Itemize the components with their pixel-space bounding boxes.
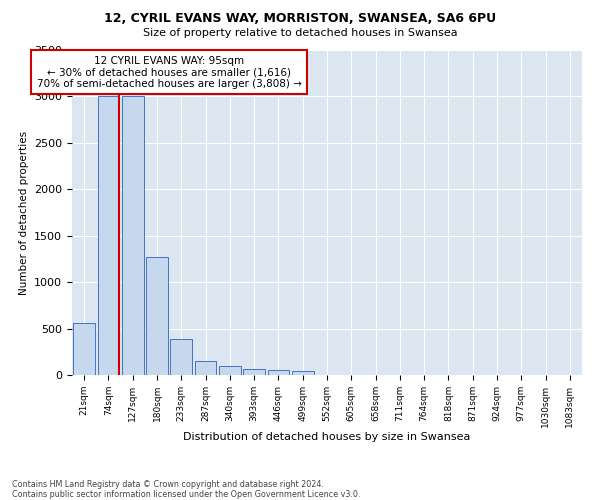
Text: Contains HM Land Registry data © Crown copyright and database right 2024.: Contains HM Land Registry data © Crown c… — [12, 480, 324, 489]
Bar — [146, 257, 168, 375]
Text: 12, CYRIL EVANS WAY, MORRISTON, SWANSEA, SA6 6PU: 12, CYRIL EVANS WAY, MORRISTON, SWANSEA,… — [104, 12, 496, 26]
Text: Contains public sector information licensed under the Open Government Licence v3: Contains public sector information licen… — [12, 490, 361, 499]
Bar — [219, 366, 241, 375]
X-axis label: Distribution of detached houses by size in Swansea: Distribution of detached houses by size … — [184, 432, 470, 442]
Bar — [170, 339, 192, 375]
Bar — [122, 96, 143, 375]
Bar — [292, 371, 314, 375]
Bar — [268, 370, 289, 375]
Text: Size of property relative to detached houses in Swansea: Size of property relative to detached ho… — [143, 28, 457, 38]
Bar — [97, 96, 119, 375]
Bar — [194, 360, 217, 375]
Y-axis label: Number of detached properties: Number of detached properties — [19, 130, 29, 294]
Bar — [73, 323, 95, 375]
Bar — [243, 368, 265, 375]
Text: 12 CYRIL EVANS WAY: 95sqm
← 30% of detached houses are smaller (1,616)
70% of se: 12 CYRIL EVANS WAY: 95sqm ← 30% of detac… — [37, 56, 302, 89]
